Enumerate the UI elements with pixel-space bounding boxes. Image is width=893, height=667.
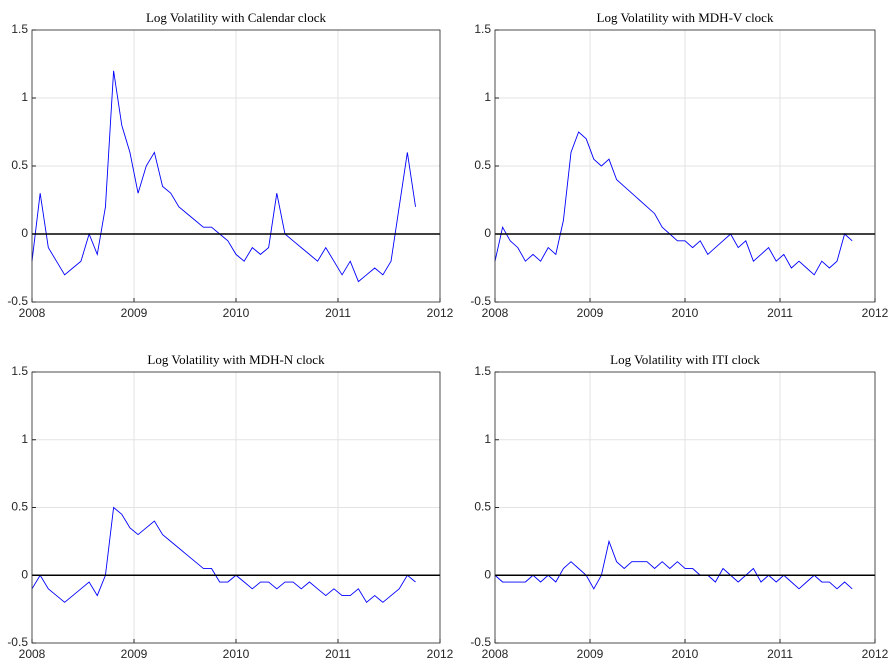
- y-tick-label: 1.5: [474, 364, 491, 378]
- x-tick-label: 2009: [121, 647, 148, 661]
- x-tick-label: 2008: [19, 647, 46, 661]
- axes-frame: [494, 371, 876, 644]
- y-tick-label: 1: [484, 90, 491, 104]
- x-tick-label: 2012: [862, 647, 889, 661]
- y-tick-label: -0.5: [470, 635, 491, 649]
- x-tick-label: 2009: [577, 306, 604, 320]
- y-tick-label: 1.5: [11, 364, 28, 378]
- y-tick-label: 0: [21, 226, 28, 240]
- y-tick-label: -0.5: [470, 294, 491, 308]
- y-tick-label: 1: [21, 90, 28, 104]
- chart-title: Log Volatility with Calendar clock: [146, 10, 327, 25]
- x-tick-label: 2009: [121, 306, 148, 320]
- x-tick-label: 2010: [223, 647, 250, 661]
- y-tick-label: 1.5: [11, 22, 28, 36]
- series-line: [494, 131, 853, 276]
- chart-title: Log Volatility with MDH-N clock: [147, 352, 325, 367]
- y-tick-label: 0.5: [11, 158, 28, 172]
- series-line: [494, 539, 853, 590]
- y-tick-label: 1: [484, 432, 491, 446]
- x-tick-label: 2011: [767, 306, 793, 320]
- y-tick-label: -0.5: [7, 635, 28, 649]
- y-tick-label: 0: [484, 226, 491, 240]
- x-tick-label: 2011: [325, 647, 351, 661]
- x-tick-label: 2008: [19, 306, 46, 320]
- x-tick-label: 2010: [672, 306, 699, 320]
- series-line: [31, 70, 416, 283]
- chart-title: Log Volatility with ITI clock: [610, 352, 760, 367]
- y-tick-label: 0.5: [474, 500, 491, 514]
- y-tick-label: 0: [484, 567, 491, 581]
- y-tick-label: 0.5: [474, 158, 491, 172]
- axes-frame: [31, 371, 441, 644]
- x-tick-label: 2009: [577, 647, 604, 661]
- x-tick-label: 2011: [767, 647, 793, 661]
- axes-frame: [31, 29, 441, 303]
- x-tick-label: 2012: [427, 647, 454, 661]
- y-tick-label: 1.5: [474, 22, 491, 36]
- x-tick-label: 2008: [482, 306, 509, 320]
- x-tick-label: 2010: [223, 306, 250, 320]
- x-tick-label: 2011: [325, 306, 351, 320]
- y-tick-label: 0.5: [11, 500, 28, 514]
- y-tick-label: 1: [21, 432, 28, 446]
- x-tick-label: 2008: [482, 647, 509, 661]
- x-tick-label: 2012: [427, 306, 454, 320]
- y-tick-label: -0.5: [7, 294, 28, 308]
- series-line: [31, 506, 416, 604]
- axes-frame: [494, 29, 876, 303]
- x-tick-label: 2012: [862, 306, 889, 320]
- x-tick-label: 2010: [672, 647, 699, 661]
- chart-title: Log Volatility with MDH-V clock: [597, 10, 774, 25]
- y-tick-label: 0: [21, 567, 28, 581]
